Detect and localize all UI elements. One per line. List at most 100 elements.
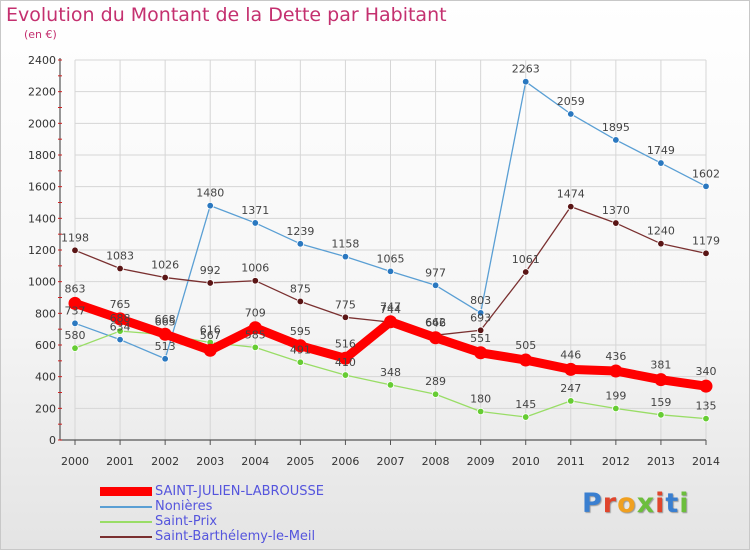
- data-label: 775: [335, 298, 356, 311]
- y-tick-label: 1600: [28, 181, 56, 194]
- data-label: 1065: [377, 252, 405, 265]
- data-label: 580: [65, 329, 86, 342]
- y-tick-label: 800: [35, 307, 56, 320]
- y-tick-label: 0: [49, 434, 56, 447]
- proxiti-logo: Proxiti: [582, 488, 690, 519]
- data-point: [251, 343, 259, 352]
- data-point: [116, 327, 124, 335]
- data-point: [341, 252, 350, 261]
- data-point: [522, 413, 530, 421]
- y-tick-label: 2000: [28, 117, 56, 130]
- legend-swatch: [100, 521, 152, 523]
- data-point: [702, 182, 710, 191]
- data-point: [203, 343, 217, 357]
- data-point: [296, 240, 305, 248]
- data-label: 765: [110, 298, 131, 311]
- data-point: [206, 279, 214, 287]
- data-label: 381: [650, 359, 671, 372]
- legend-label: SAINT-JULIEN-LABROUSSE: [155, 484, 325, 499]
- data-label: 1158: [331, 238, 359, 251]
- data-label: 992: [200, 264, 221, 277]
- data-label: 863: [65, 282, 86, 295]
- logo-letter: x: [636, 488, 656, 519]
- data-point: [564, 362, 578, 376]
- data-point: [116, 335, 124, 344]
- data-point: [251, 219, 259, 227]
- data-label: 744: [380, 303, 401, 316]
- logo-letter: r: [602, 488, 618, 519]
- data-label: 1198: [61, 231, 89, 244]
- data-point: [567, 397, 575, 405]
- data-label: 634: [110, 321, 131, 334]
- data-point: [71, 319, 79, 328]
- data-label: 2263: [512, 63, 540, 76]
- logo-letter: P: [582, 488, 603, 519]
- data-point: [158, 327, 172, 341]
- data-label: 977: [425, 266, 446, 279]
- data-point: [338, 351, 352, 365]
- data-point: [476, 309, 485, 317]
- data-label: 737: [65, 304, 86, 317]
- series-lines: [68, 77, 713, 423]
- data-label: 747: [380, 301, 401, 314]
- data-label: 180: [470, 393, 491, 406]
- y-tick-label: 1400: [28, 212, 56, 225]
- logo-letter: i: [655, 488, 666, 519]
- data-label: 646: [425, 317, 446, 330]
- data-label: 135: [696, 400, 717, 413]
- legend-swatch: [100, 536, 152, 538]
- legend-label: Saint-Barthélemy-le-Meil: [155, 529, 316, 544]
- data-point: [341, 371, 350, 379]
- x-tick-label: 2005: [286, 455, 314, 468]
- data-point: [429, 331, 443, 345]
- data-label: 1026: [151, 259, 179, 272]
- data-label: 513: [155, 340, 176, 353]
- legend-label: Saint-Prix: [155, 514, 218, 529]
- legend-swatch: [100, 506, 152, 508]
- data-label: 595: [290, 325, 311, 338]
- data-label: 567: [200, 329, 221, 342]
- data-label: 616: [200, 323, 221, 336]
- logo-letter: o: [617, 488, 637, 519]
- data-point: [657, 239, 665, 248]
- data-point: [699, 379, 713, 393]
- x-tick-label: 2002: [151, 455, 179, 468]
- x-tick-label: 2012: [602, 455, 630, 468]
- data-label: 1474: [557, 188, 585, 201]
- data-label: 1370: [602, 204, 630, 217]
- data-point: [612, 404, 620, 413]
- data-point: [161, 273, 169, 282]
- data-point: [251, 277, 259, 285]
- data-point: [68, 296, 82, 310]
- data-label: 516: [335, 337, 356, 350]
- data-label: 1895: [602, 121, 630, 134]
- x-tick-label: 2006: [331, 455, 359, 468]
- data-point: [431, 281, 440, 290]
- y-tick-label: 1200: [28, 244, 56, 257]
- data-label: 505: [515, 339, 536, 352]
- data-label: 1749: [647, 144, 675, 157]
- data-label: 491: [290, 343, 311, 356]
- data-point: [431, 390, 440, 398]
- data-label: 1602: [692, 167, 720, 180]
- data-label: 803: [470, 294, 491, 307]
- y-tick-label: 600: [35, 339, 56, 352]
- x-tick-label: 2010: [512, 455, 540, 468]
- x-tick-label: 2013: [647, 455, 675, 468]
- data-point: [474, 346, 488, 360]
- data-label: 1371: [241, 204, 269, 217]
- data-point: [567, 110, 575, 118]
- data-point: [296, 358, 305, 366]
- data-point: [612, 219, 620, 227]
- data-label: 340: [696, 365, 717, 378]
- data-label: 410: [335, 356, 356, 369]
- y-tick-label: 1000: [28, 276, 56, 289]
- gridlines: [74, 59, 707, 441]
- data-point: [71, 344, 79, 352]
- data-label: 1061: [512, 253, 540, 266]
- y-tick-label: 1800: [28, 149, 56, 162]
- data-point: [386, 267, 395, 276]
- data-point: [161, 355, 169, 363]
- x-tick-label: 2003: [196, 455, 224, 468]
